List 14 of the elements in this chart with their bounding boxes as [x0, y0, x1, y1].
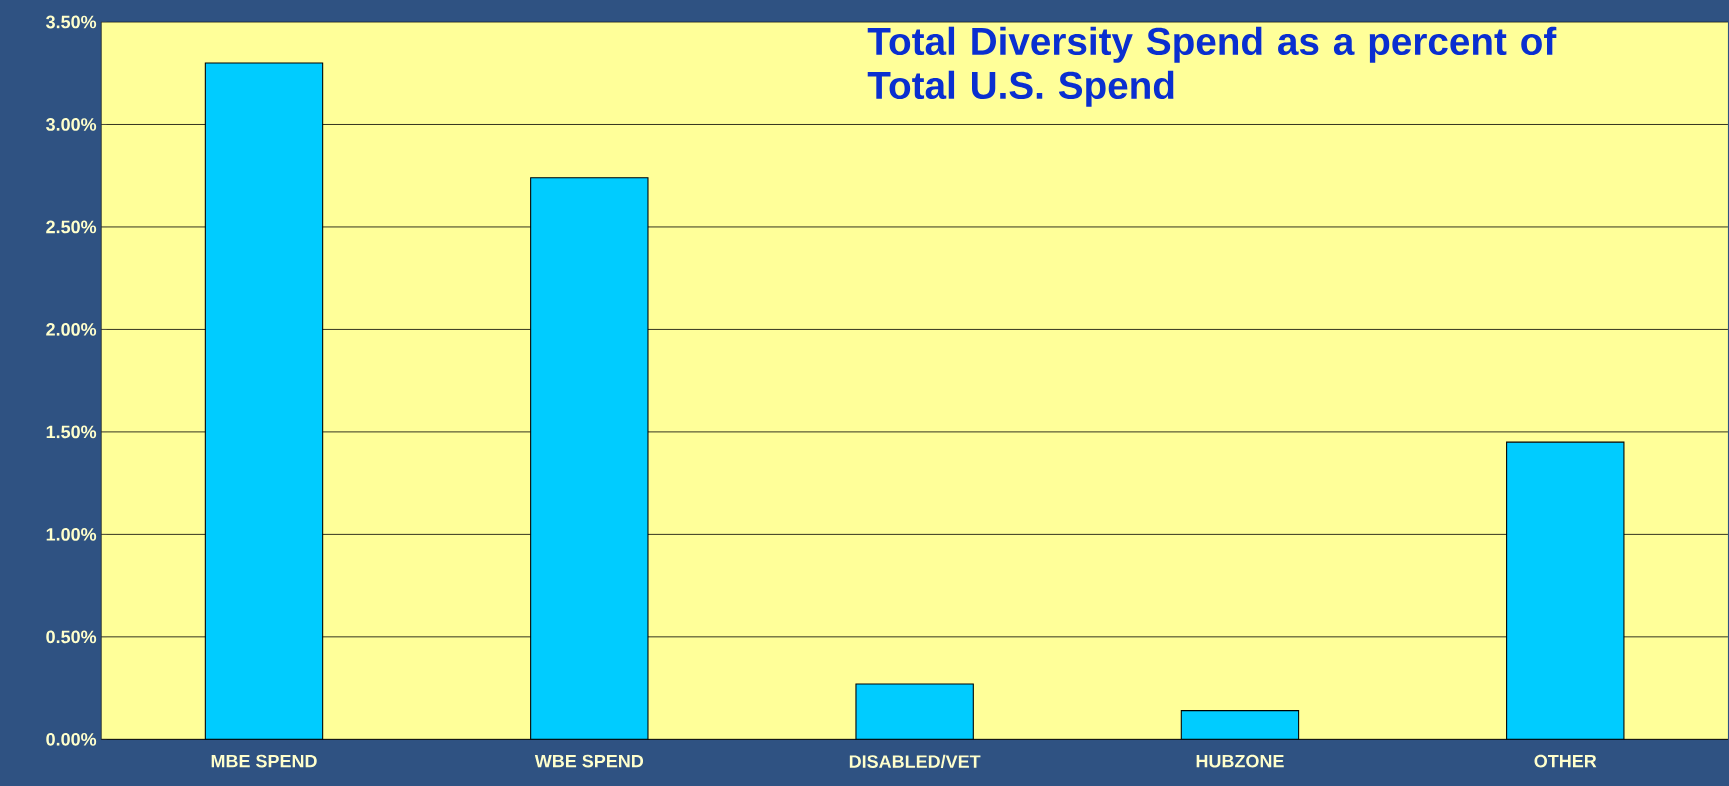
x-tick-label: HUBZONE [1196, 754, 1284, 768]
y-tick-label: 1.50% [46, 425, 97, 439]
y-tick-label: 0.50% [46, 630, 97, 644]
y-tick-label: 0.00% [46, 732, 97, 746]
x-tick-label: OTHER [1534, 754, 1597, 768]
y-tick-label: 3.00% [46, 118, 97, 131]
y-tick-label: 2.00% [46, 323, 97, 336]
x-tick-label: DISABLED/VET [849, 754, 981, 769]
y-tick-label: 1.00% [46, 528, 97, 541]
y-tick-label: 2.50% [46, 220, 97, 234]
text: Total Diversity Spend as a percent of Total U.S. Spend [867, 26, 1557, 107]
x-tick-label: MBE SPEND [211, 754, 317, 768]
x-tick-label: WBE SPEND [534, 754, 644, 768]
y-tick-label: 3.50% [46, 15, 97, 29]
